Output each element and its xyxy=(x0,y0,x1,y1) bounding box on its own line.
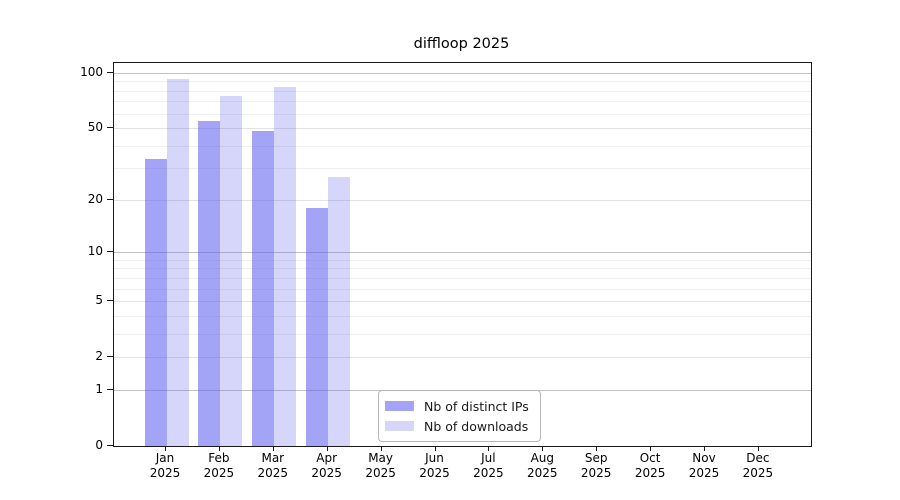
y-gridline-minor-40 xyxy=(114,145,811,147)
x-tick-label-jul: Jul 2025 xyxy=(473,451,504,480)
x-tick-jul xyxy=(488,446,490,451)
x-tick-apr xyxy=(326,446,328,451)
y-tick-100 xyxy=(107,71,113,73)
x-tick-label-aug: Aug 2025 xyxy=(527,451,558,480)
bar-downloads-feb xyxy=(220,95,243,446)
y-tick-label-1: 1 xyxy=(95,381,103,396)
y-tick-label-2: 2 xyxy=(95,349,103,364)
y-gridline-major-50 xyxy=(114,128,811,129)
legend-entry-downloads: Nb of downloads xyxy=(385,416,534,436)
y-gridline-major-10 xyxy=(114,252,811,254)
y-gridline-major-20 xyxy=(114,199,811,201)
plot-area xyxy=(113,62,812,447)
x-tick-label-apr: Apr 2025 xyxy=(311,451,342,480)
bar-distinct-ips-feb xyxy=(198,120,221,446)
legend-swatch-downloads xyxy=(385,421,414,431)
x-tick-nov xyxy=(704,446,705,451)
y-gridline-major-5 xyxy=(114,301,811,303)
x-tick-label-jun: Jun 2025 xyxy=(419,451,450,480)
y-tick-20 xyxy=(107,198,113,200)
x-tick-label-dec: Dec 2025 xyxy=(742,451,774,480)
bar-downloads-apr xyxy=(328,176,351,446)
y-tick-10 xyxy=(107,251,113,253)
bar-downloads-jan xyxy=(166,78,189,446)
y-gridline-minor-60 xyxy=(114,113,811,115)
x-tick-label-may: May 2025 xyxy=(365,451,396,480)
y-gridline-minor-6 xyxy=(114,288,811,290)
legend-label-downloads: Nb of downloads xyxy=(424,418,529,434)
y-gridline-major-100 xyxy=(114,72,811,74)
bar-downloads-mar xyxy=(274,86,297,446)
x-tick-mar xyxy=(272,446,274,451)
legend: Nb of distinct IPs Nb of downloads xyxy=(378,390,541,442)
y-tick-label-20: 20 xyxy=(87,191,103,206)
y-gridline-minor-80 xyxy=(114,90,811,92)
y-gridline-minor-7 xyxy=(114,277,811,279)
bar-distinct-ips-mar xyxy=(252,131,275,446)
bar-distinct-ips-jan xyxy=(144,158,167,446)
y-gridline-minor-90 xyxy=(114,81,811,83)
x-tick-label-nov: Nov 2025 xyxy=(688,451,720,480)
y-gridline-minor-30 xyxy=(114,168,811,170)
y-gridline-minor-3 xyxy=(114,333,811,335)
x-tick-oct xyxy=(650,446,652,451)
x-tick-label-mar: Mar 2025 xyxy=(257,451,289,480)
legend-label-distinct-ips: Nb of distinct IPs xyxy=(424,398,529,414)
y-gridline-minor-70 xyxy=(114,101,811,103)
x-tick-label-feb: Feb 2025 xyxy=(203,451,235,480)
y-tick-label-100: 100 xyxy=(80,64,103,79)
y-tick-1 xyxy=(107,388,113,390)
legend-swatch-distinct-ips xyxy=(385,401,414,411)
y-gridline-minor-4 xyxy=(114,315,811,317)
x-tick-label-sep: Sep 2025 xyxy=(580,451,612,480)
x-tick-jan xyxy=(165,446,166,451)
y-tick-label-10: 10 xyxy=(87,244,103,259)
x-tick-label-oct: Oct 2025 xyxy=(634,451,666,480)
legend-entry-distinct-ips: Nb of distinct IPs xyxy=(385,396,534,416)
x-tick-feb xyxy=(218,446,220,451)
y-gridline-minor-9 xyxy=(114,259,811,261)
y-tick-label-50: 50 xyxy=(87,120,103,134)
x-tick-dec xyxy=(757,446,759,451)
y-gridline-minor-8 xyxy=(114,268,811,270)
y-gridline-major-2 xyxy=(114,357,811,359)
chart-title: diffloop 2025 xyxy=(413,36,510,52)
y-tick-label-5: 5 xyxy=(95,293,103,308)
bar-distinct-ips-apr xyxy=(306,207,329,446)
x-tick-jun xyxy=(434,446,436,451)
y-tick-label-0: 0 xyxy=(95,438,103,452)
y-tick-5 xyxy=(107,300,113,302)
x-tick-label-jan: Jan 2025 xyxy=(149,451,181,480)
x-tick-aug xyxy=(542,446,544,451)
x-tick-may xyxy=(380,446,382,451)
x-tick-sep xyxy=(596,446,598,451)
y-tick-2 xyxy=(107,356,113,358)
y-tick-50 xyxy=(107,127,113,128)
y-tick-0 xyxy=(107,445,113,446)
